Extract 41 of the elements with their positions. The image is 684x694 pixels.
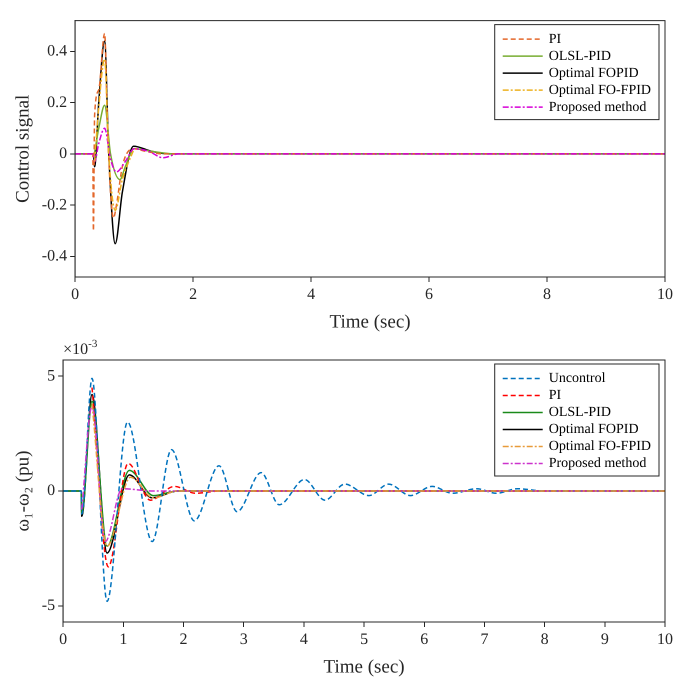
x-tick-label: 8 [543, 286, 552, 303]
y-tick-label: 5 [47, 367, 56, 384]
y-tick-label: -5 [42, 597, 56, 614]
legend-label: Proposed method [548, 100, 646, 115]
x-tick-label: 0 [71, 286, 80, 303]
x-tick-label: 2 [180, 630, 188, 648]
legend-label: PI [548, 32, 562, 47]
line-series [75, 128, 665, 173]
x-tick-label: 8 [540, 630, 549, 648]
y-axis-title: ω₁-ω₂ (pu) [12, 450, 34, 532]
legend-label: Optimal FOPID [548, 66, 639, 81]
x-tick-label: 5 [360, 630, 368, 648]
x-tick-label: 10 [657, 630, 673, 648]
x-tick-label: 4 [307, 286, 316, 303]
x-tick-label: 2 [189, 286, 198, 303]
y-tick-label: 0 [47, 482, 56, 500]
x-tick-label: 6 [425, 286, 434, 303]
x-tick-label: 3 [240, 630, 248, 648]
y-tick-label: 0.2 [47, 94, 68, 111]
legend-label: Optimal FO-FPID [548, 82, 652, 98]
x-axis-title: Time (sec) [330, 312, 411, 333]
legend-label: Optimal FOPID [548, 422, 639, 438]
x-tick-label: 6 [420, 630, 428, 648]
legend-label: OLSL-PID [548, 405, 611, 420]
y-tick-label: -0.2 [42, 196, 68, 214]
y-axis-title: Control signal [12, 94, 34, 203]
legend-label: Uncontrol [548, 371, 606, 386]
x-tick-label: 1 [119, 630, 128, 648]
x-tick-label: 4 [300, 630, 308, 648]
line-series [94, 58, 135, 212]
y-tick-label: 0.4 [47, 42, 68, 60]
x-tick-label: 10 [657, 286, 673, 303]
legend-label: OLSL-PID [548, 48, 611, 64]
y-tick-label: 0 [59, 145, 68, 162]
x-tick-label: 9 [600, 630, 609, 648]
x-tick-label: 7 [480, 630, 488, 648]
x-axis-title: Time (sec) [324, 656, 405, 678]
legend-label: PI [548, 388, 562, 404]
legend-label: Proposed method [548, 456, 646, 472]
y-tick-label: -0.4 [42, 248, 68, 265]
legend-label: Optimal FO-FPID [548, 439, 652, 454]
